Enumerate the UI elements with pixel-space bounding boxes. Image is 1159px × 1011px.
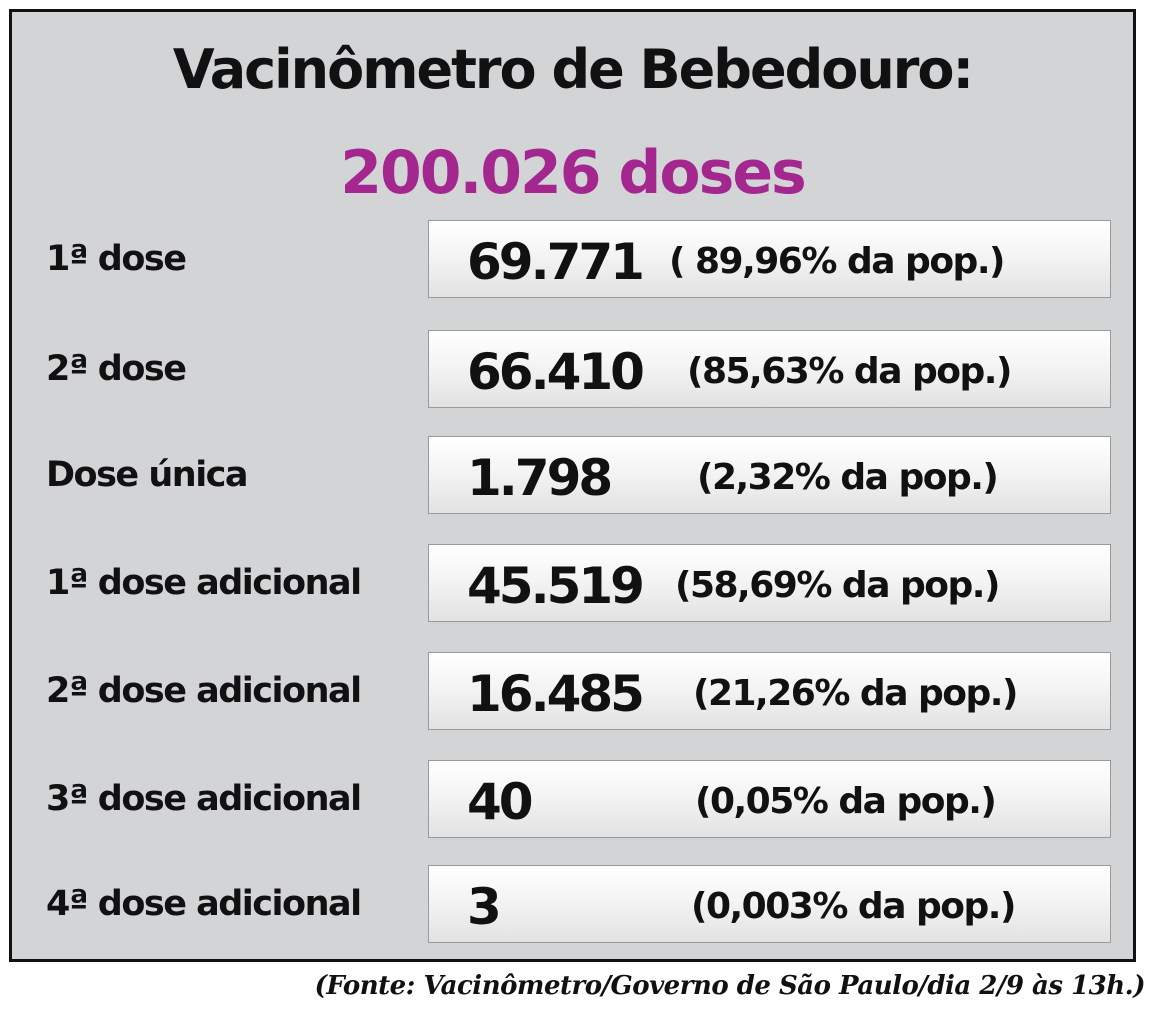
row-label: Dose única (46, 455, 249, 495)
row-label: 4ª dose adicional (46, 884, 362, 924)
dose-count: 16.485 (467, 665, 645, 723)
population-percent: (0,05% da pop.) (695, 781, 997, 822)
dose-count: 40 (467, 773, 534, 831)
row-label: 1ª dose (46, 239, 187, 279)
dose-row-second: 2ª dose 66.410 (85,63% da pop.) (12, 330, 1133, 408)
dose-row-single: Dose única 1.798 (2,32% da pop.) (12, 436, 1133, 514)
value-box: 16.485 (21,26% da pop.) (428, 652, 1111, 730)
population-percent: (58,69% da pop.) (675, 565, 1000, 606)
dose-row-first: 1ª dose 69.771 ( 89,96% da pop.) (12, 220, 1133, 298)
value-box: 66.410 (85,63% da pop.) (428, 330, 1111, 408)
source-note: (Fonte: Vacinômetro/Governo de São Paulo… (314, 971, 1146, 1001)
dose-count: 1.798 (467, 449, 613, 507)
population-percent: (2,32% da pop.) (697, 457, 999, 498)
population-percent: (21,26% da pop.) (693, 673, 1018, 714)
value-box: 1.798 (2,32% da pop.) (428, 436, 1111, 514)
value-box: 40 (0,05% da pop.) (428, 760, 1111, 838)
dose-row-additional-1: 1ª dose adicional 45.519 (58,69% da pop.… (12, 544, 1133, 622)
row-label: 2ª dose (46, 349, 187, 389)
row-label: 3ª dose adicional (46, 779, 362, 819)
population-percent: (85,63% da pop.) (687, 351, 1012, 392)
dose-count: 3 (467, 878, 502, 936)
dose-row-additional-2: 2ª dose adicional 16.485 (21,26% da pop.… (12, 652, 1133, 730)
page-title: Vacinômetro de Bebedouro: (172, 38, 974, 101)
row-label: 2ª dose adicional (46, 671, 362, 711)
population-percent: (0,003% da pop.) (691, 886, 1016, 927)
dose-row-additional-3: 3ª dose adicional 40 (0,05% da pop.) (12, 760, 1133, 838)
row-label: 1ª dose adicional (46, 563, 362, 603)
total-doses: 200.026 doses (340, 138, 806, 208)
vaccine-panel: Vacinômetro de Bebedouro: 200.026 doses … (9, 9, 1136, 962)
dose-count: 69.771 (467, 233, 645, 291)
dose-row-additional-4: 4ª dose adicional 3 (0,003% da pop.) (12, 865, 1133, 943)
dose-count: 45.519 (467, 557, 645, 615)
value-box: 45.519 (58,69% da pop.) (428, 544, 1111, 622)
value-box: 3 (0,003% da pop.) (428, 865, 1111, 943)
population-percent: ( 89,96% da pop.) (669, 241, 1005, 282)
dose-count: 66.410 (467, 343, 645, 401)
value-box: 69.771 ( 89,96% da pop.) (428, 220, 1111, 298)
